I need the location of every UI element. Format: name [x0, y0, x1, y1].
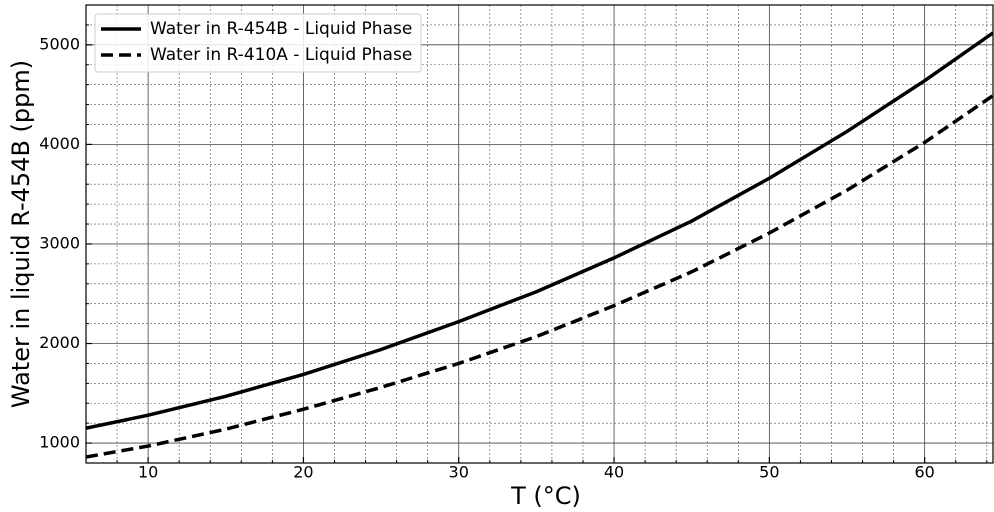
legend-label: Water in R-410A - Liquid Phase: [150, 45, 412, 65]
x-tick-label: 30: [449, 463, 469, 482]
y-tick-label: 1000: [39, 433, 80, 452]
plot-frame: [85, 4, 994, 464]
plot-area: [86, 31, 993, 459]
line: [86, 94, 993, 459]
y-tick-label: 3000: [39, 233, 80, 252]
x-tick-label: 60: [914, 463, 934, 482]
x-axis-label: T (°C): [510, 482, 581, 510]
line: [86, 31, 993, 430]
y-tick-label: 5000: [39, 34, 80, 53]
y-axis-label: Water in liquid R-454B (ppm): [7, 60, 35, 408]
y-tick-label: 4000: [39, 134, 80, 153]
legend: Water in R-454B - Liquid Phase Water in R…: [94, 13, 422, 73]
legend-box: [94, 13, 422, 73]
x-tick-label: 40: [604, 463, 624, 482]
x-tick-label: 10: [138, 463, 158, 482]
x-tick-label: 20: [293, 463, 313, 482]
legend-label: Water in R-454B - Liquid Phase: [150, 19, 412, 39]
y-tick-label: 2000: [39, 333, 80, 352]
x-tick-label: 50: [759, 463, 779, 482]
